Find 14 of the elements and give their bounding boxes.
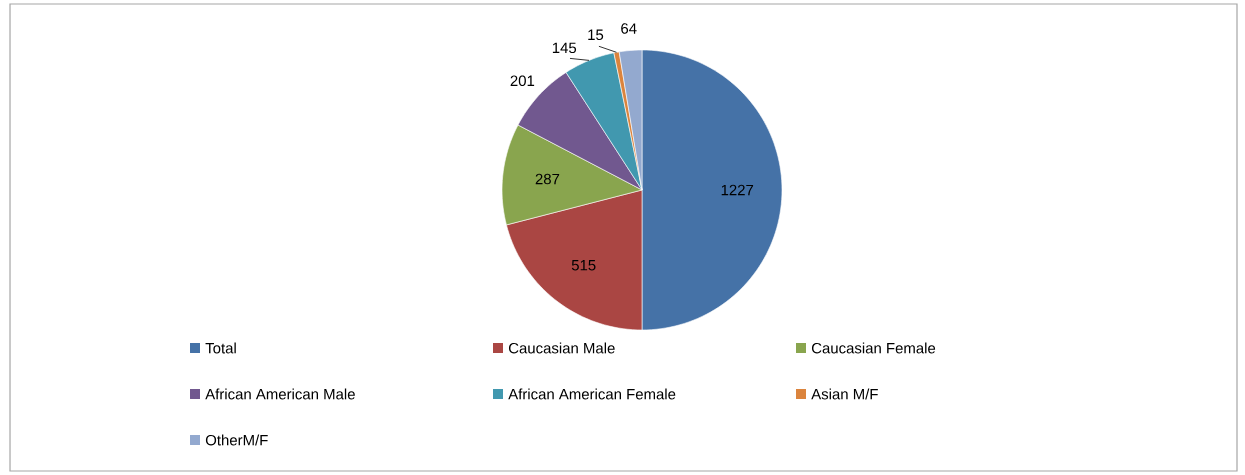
data-label: 64 [621,23,637,34]
data-label: 287 [535,173,560,185]
legend-label: Caucasian Male [508,342,615,354]
legend-label: African American Male [205,388,355,400]
data-label: 145 [552,42,577,54]
data-label: 15 [588,29,604,41]
legend-label: Asian M/F [811,388,878,400]
legend-label: African American Female [508,388,676,400]
legend-label: OtherM/F [205,434,268,446]
data-label: 201 [510,75,535,87]
legend-label: Total [205,342,236,354]
legend-label: Caucasian Female [811,342,936,354]
data-label: 515 [571,260,596,271]
data-label: 1227 [721,184,754,196]
